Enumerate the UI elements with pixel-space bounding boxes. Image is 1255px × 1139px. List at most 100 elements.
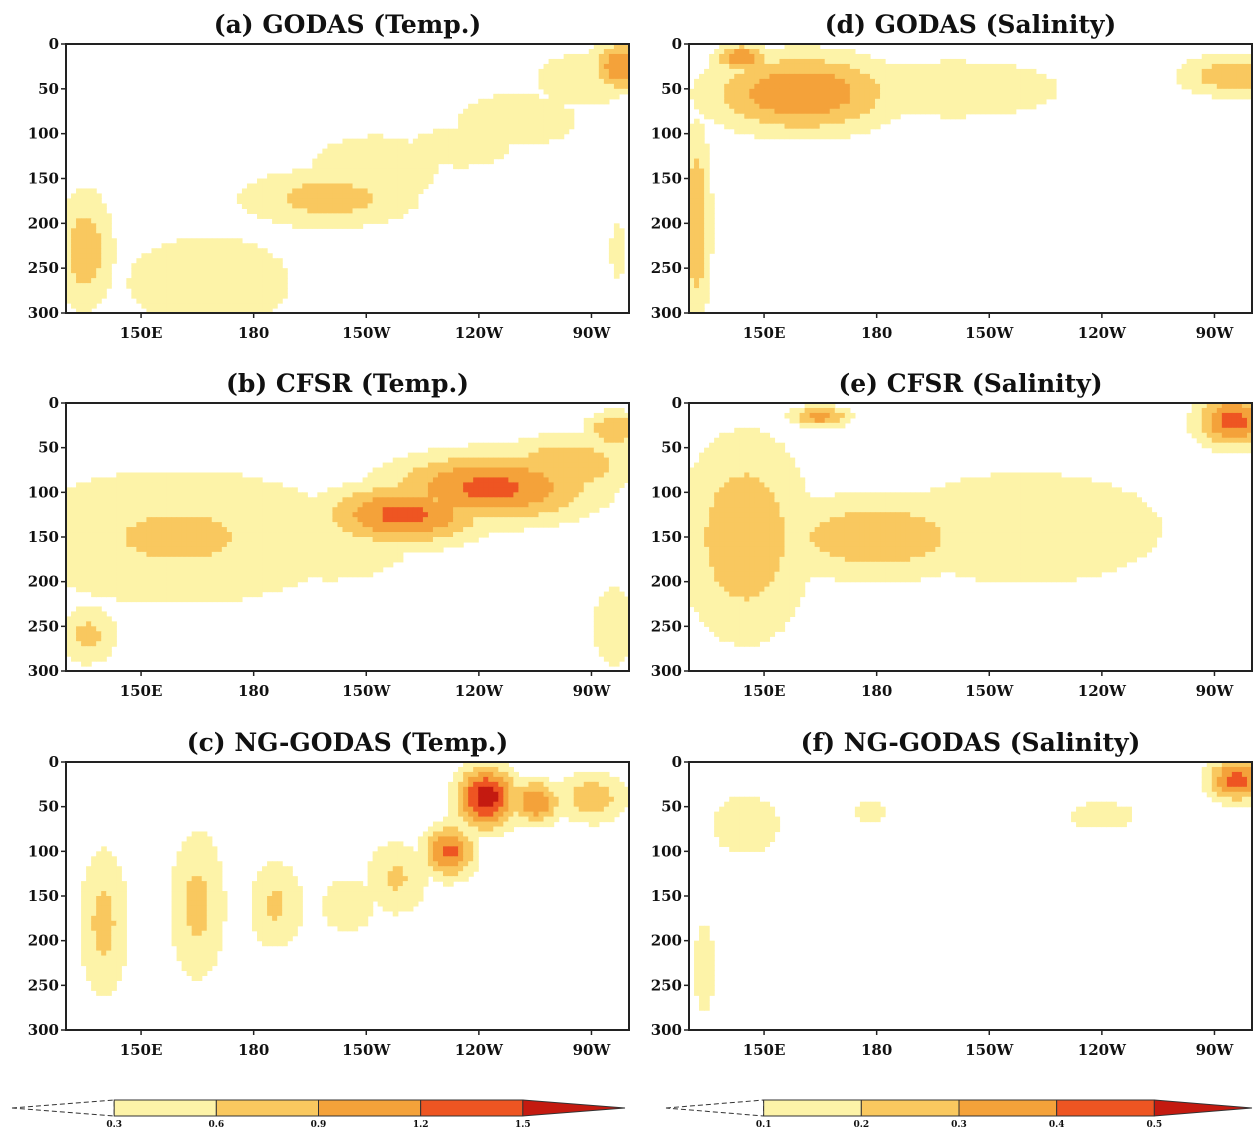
contour-cell bbox=[181, 546, 188, 553]
contour-cell bbox=[241, 268, 248, 274]
contour-cell bbox=[448, 447, 454, 454]
contour-cell bbox=[136, 293, 143, 299]
contour-cell bbox=[216, 886, 223, 892]
contour-cell bbox=[397, 203, 404, 209]
contour-cell bbox=[322, 571, 328, 578]
contour-cell bbox=[156, 576, 163, 583]
contour-cell bbox=[493, 507, 499, 513]
contour-cell bbox=[563, 432, 570, 439]
contour-cell bbox=[166, 571, 173, 578]
contour-cell bbox=[106, 551, 112, 558]
contour-cell bbox=[432, 168, 439, 175]
contour-cell bbox=[593, 457, 600, 464]
contour-cell bbox=[332, 566, 339, 573]
contour-cell bbox=[181, 532, 188, 538]
contour-field bbox=[66, 762, 629, 1030]
contour-cell bbox=[267, 273, 273, 279]
contour-cell bbox=[101, 248, 107, 254]
contour-cell bbox=[392, 507, 399, 513]
contour-cell bbox=[116, 522, 122, 528]
contour-cell bbox=[553, 63, 560, 70]
contour-cell bbox=[156, 596, 163, 603]
contour-cell bbox=[257, 571, 263, 578]
contour-cell bbox=[81, 546, 87, 553]
contour-cell bbox=[272, 546, 278, 553]
contour-cell bbox=[437, 507, 444, 513]
contour-cell bbox=[161, 497, 168, 503]
contour-cell bbox=[186, 268, 193, 274]
contour-cell bbox=[111, 856, 117, 862]
contour-cell bbox=[468, 532, 474, 538]
contour-cell bbox=[91, 273, 97, 279]
contour-cell bbox=[493, 512, 499, 518]
contour-cell bbox=[332, 173, 339, 180]
contour-cell bbox=[417, 836, 424, 842]
contour-cell bbox=[312, 551, 318, 558]
contour-cell bbox=[186, 846, 193, 852]
contour-cell bbox=[322, 512, 328, 518]
contour-cell bbox=[593, 606, 600, 613]
contour-cell bbox=[543, 517, 550, 523]
contour-cell bbox=[593, 442, 600, 449]
contour-cell bbox=[246, 586, 253, 593]
contour-cell bbox=[191, 532, 198, 538]
contour-cell bbox=[583, 791, 590, 798]
contour-cell bbox=[221, 561, 228, 568]
contour-cell bbox=[583, 512, 590, 518]
contour-cell bbox=[372, 512, 379, 518]
contour-cell bbox=[518, 791, 525, 798]
contour-cell bbox=[548, 786, 555, 793]
contour-cell bbox=[422, 876, 429, 882]
contour-cell bbox=[342, 556, 349, 563]
contour-cell bbox=[267, 546, 273, 553]
contour-cell bbox=[573, 437, 580, 444]
contour-cell bbox=[528, 123, 535, 130]
contour-cell bbox=[432, 138, 439, 145]
contour-cell bbox=[186, 571, 193, 578]
contour-cell bbox=[618, 422, 625, 429]
contour-cell bbox=[126, 576, 132, 583]
contour-cell bbox=[523, 507, 530, 513]
contour-cell bbox=[116, 537, 122, 543]
contour-cell bbox=[523, 447, 530, 454]
contour-cell bbox=[568, 78, 575, 85]
contour-cell bbox=[196, 841, 203, 847]
contour-cell bbox=[151, 576, 158, 583]
contour-cell bbox=[96, 881, 102, 887]
contour-cell bbox=[282, 273, 288, 279]
contour-cell bbox=[603, 796, 610, 803]
contour-cell bbox=[563, 447, 570, 454]
contour-cell bbox=[578, 467, 585, 474]
contour-cell bbox=[146, 497, 153, 503]
contour-cell bbox=[327, 173, 334, 180]
contour-cell bbox=[236, 278, 243, 284]
contour-cell bbox=[623, 462, 629, 469]
contour-cell bbox=[136, 546, 143, 553]
contour-cell bbox=[206, 537, 213, 543]
contour-cell bbox=[603, 472, 610, 479]
contour-cell bbox=[543, 437, 550, 444]
contour-cell bbox=[186, 561, 193, 568]
contour-cell bbox=[503, 762, 509, 768]
contour-cell bbox=[91, 556, 97, 563]
contour-cell bbox=[498, 143, 504, 150]
contour-cell bbox=[578, 88, 585, 95]
contour-cell bbox=[231, 253, 238, 259]
contour-cell bbox=[126, 477, 132, 483]
contour-cell bbox=[453, 861, 459, 867]
contour-cell bbox=[181, 298, 188, 304]
contour-cell bbox=[422, 537, 429, 543]
contour-cell bbox=[623, 452, 629, 459]
contour-cell bbox=[156, 517, 163, 523]
contour-cell bbox=[392, 168, 399, 175]
contour-cell bbox=[287, 203, 293, 209]
contour-cell bbox=[297, 218, 303, 224]
contour-cell bbox=[191, 243, 198, 249]
contour-cell bbox=[578, 457, 585, 464]
contour-cell bbox=[297, 193, 303, 200]
contour-cell bbox=[166, 517, 173, 523]
contour-cell bbox=[608, 442, 615, 449]
contour-cell bbox=[216, 586, 223, 593]
contour-cell bbox=[568, 63, 575, 70]
contour-cell bbox=[282, 278, 288, 284]
